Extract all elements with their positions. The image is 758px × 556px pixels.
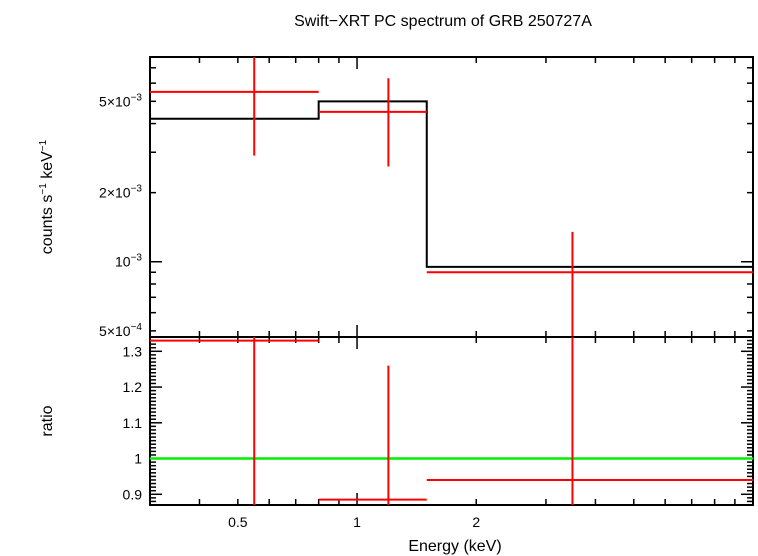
spectrum-y-tick-label: 5×10−3: [99, 92, 142, 109]
chart-title: Swift−XRT PC spectrum of GRB 250727A: [294, 13, 592, 30]
ratio-marks: [150, 337, 753, 505]
spectrum-tick-marks: 5×10−4 10−3 2×10−3 5×10−3: [99, 57, 753, 339]
ratio-tick-marks: 0.5 1 2 0.9 1 1.1 1.2 1.3: [123, 336, 753, 530]
ratio-frame: [149, 336, 754, 506]
spectrum-y-tick-label: 5×10−4: [99, 322, 142, 339]
ratio-panel: 0.5 1 2 0.9 1 1.1 1.2 1.3 ratio Energy (keV): [39, 336, 754, 555]
x-tick-label: 2: [472, 514, 480, 530]
spectrum-frame: [149, 56, 754, 338]
ratio-y-tick-label: 1.3: [123, 343, 143, 359]
x-tick-label: 1: [353, 514, 361, 530]
spectrum-y-tick-label: 2×10−3: [99, 184, 142, 201]
ratio-y-axis-label: ratio: [39, 405, 56, 436]
ratio-y-tick-label: 1: [134, 451, 142, 467]
spectrum-y-axis-label: counts s−1 keV−1: [38, 139, 56, 254]
x-axis-label: Energy (keV): [408, 538, 501, 555]
spectrum-marks: [150, 57, 753, 337]
ratio-y-tick-label: 1.2: [123, 379, 143, 395]
spectrum-y-tick-label: 10−3: [115, 253, 142, 270]
model-step-line: [150, 100, 753, 268]
ratio-y-tick-label: 0.9: [123, 486, 143, 502]
x-tick-label: 0.5: [228, 514, 248, 530]
ratio-y-tick-label: 1.1: [123, 415, 143, 431]
spectrum-panel: 5×10−4 10−3 2×10−3 5×10−3 counts s−1 keV−1: [38, 56, 754, 339]
